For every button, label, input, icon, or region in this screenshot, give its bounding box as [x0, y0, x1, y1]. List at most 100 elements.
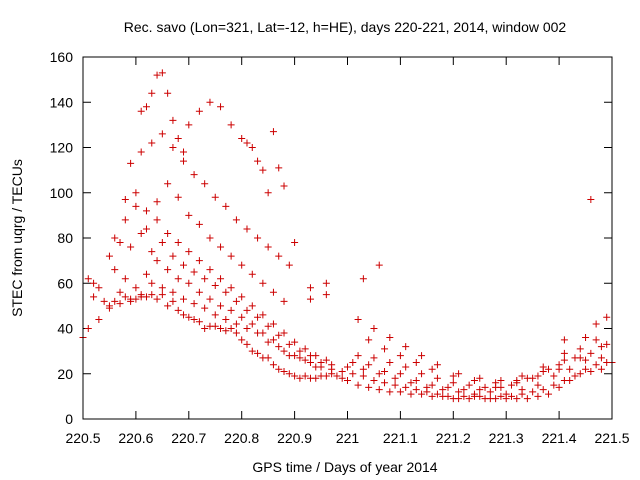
data-point: [185, 248, 193, 256]
data-point: [587, 349, 595, 357]
data-point: [169, 252, 177, 260]
x-tick-label: 221.5: [594, 430, 629, 446]
data-point: [222, 288, 230, 296]
data-point: [100, 297, 108, 305]
data-point: [455, 395, 463, 403]
data-point: [264, 243, 272, 251]
data-point: [597, 354, 605, 362]
data-point: [291, 338, 299, 346]
data-point: [597, 343, 605, 351]
data-point: [576, 354, 584, 362]
data-point: [317, 358, 325, 366]
y-tick-label: 100: [50, 185, 74, 201]
data-point: [285, 340, 293, 348]
y-tick-label: 0: [65, 411, 73, 427]
data-point: [523, 395, 531, 403]
data-point: [587, 367, 595, 375]
data-point: [571, 372, 579, 380]
data-point: [412, 377, 420, 385]
data-point: [206, 295, 214, 303]
data-point: [428, 392, 436, 400]
data-point: [158, 130, 166, 138]
data-point: [95, 315, 103, 323]
data-point: [460, 386, 468, 394]
data-point: [603, 358, 611, 366]
data-point: [560, 377, 568, 385]
data-point: [497, 377, 505, 385]
data-point: [576, 370, 584, 378]
data-point: [116, 300, 124, 308]
data-point: [111, 297, 119, 305]
data-point: [534, 392, 542, 400]
x-tick-label: 220.9: [277, 430, 312, 446]
data-point: [232, 216, 240, 224]
data-point: [190, 300, 198, 308]
data-point: [381, 367, 389, 375]
data-point: [111, 266, 119, 274]
data-point: [349, 358, 357, 366]
data-point: [254, 234, 262, 242]
data-point: [391, 381, 399, 389]
data-point: [433, 390, 441, 398]
data-point: [534, 381, 542, 389]
data-point: [243, 340, 251, 348]
data-point: [296, 374, 304, 382]
data-point: [180, 148, 188, 156]
data-point: [375, 370, 383, 378]
data-point: [169, 297, 177, 305]
data-point: [301, 345, 309, 353]
data-point: [259, 311, 267, 319]
data-point: [529, 374, 537, 382]
y-tick-label: 80: [57, 230, 73, 246]
data-point: [291, 372, 299, 380]
data-point: [449, 372, 457, 380]
data-point: [211, 311, 219, 319]
data-point: [296, 354, 304, 362]
data-point: [359, 365, 367, 373]
data-point: [190, 315, 198, 323]
data-point: [381, 345, 389, 353]
data-point: [153, 257, 161, 265]
data-point: [243, 306, 251, 314]
data-point: [555, 383, 563, 391]
data-point: [211, 193, 219, 201]
data-point: [280, 329, 288, 337]
data-point: [418, 352, 426, 360]
data-point: [169, 116, 177, 124]
data-point: [248, 144, 256, 151]
data-point: [127, 159, 135, 167]
data-point: [386, 358, 394, 366]
data-point: [137, 291, 145, 299]
data-point: [264, 354, 272, 362]
data-point: [238, 313, 246, 321]
data-point: [312, 374, 320, 382]
data-point: [275, 343, 283, 351]
data-point: [121, 275, 129, 283]
data-point: [132, 189, 140, 197]
data-point: [312, 363, 320, 371]
data-point: [201, 180, 209, 188]
data-point: [195, 288, 203, 296]
data-point: [582, 334, 590, 342]
data-point: [195, 107, 203, 115]
data-point: [211, 322, 219, 330]
data-point: [423, 383, 431, 391]
data-point: [518, 386, 526, 394]
data-point: [402, 383, 410, 391]
data-point: [190, 268, 198, 276]
data-point: [142, 103, 150, 111]
data-point: [264, 338, 272, 346]
data-point: [539, 386, 547, 394]
data-point: [243, 139, 251, 147]
x-axis-label: GPS time / Days of year 2014: [252, 459, 437, 475]
data-point: [359, 372, 367, 380]
data-point: [597, 365, 605, 373]
data-point: [545, 365, 553, 373]
data-point: [211, 282, 219, 290]
data-point: [465, 395, 473, 403]
data-point: [195, 220, 203, 228]
data-point: [428, 365, 436, 373]
data-point: [158, 239, 166, 247]
data-point: [470, 377, 478, 385]
